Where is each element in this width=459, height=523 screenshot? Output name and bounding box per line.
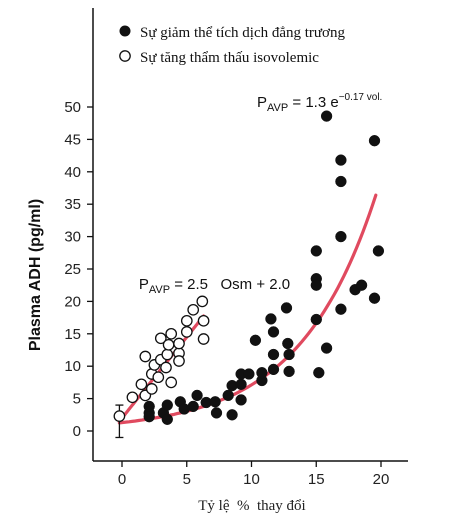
y-tick-label: 20 (64, 293, 81, 310)
point-isovolemic (152, 371, 165, 384)
point-isotonic (368, 135, 381, 147)
point-isotonic (310, 313, 322, 326)
x-tick-label: 5 (183, 471, 191, 488)
point-isotonic (267, 326, 280, 338)
y-tick-label: 25 (64, 261, 81, 278)
y-ticks: 0 5 10 15 20 25 30 35 40 45 50 (64, 99, 93, 440)
point-isotonic (209, 396, 221, 408)
equation-exponential: PAVP = 1.3 e−0.17 vol. (257, 92, 382, 114)
point-isovolemic (165, 376, 178, 389)
y-tick-label: 35 (64, 196, 81, 213)
point-isovolemic (135, 378, 148, 391)
y-tick-label: 0 (73, 423, 81, 440)
point-isotonic (267, 363, 280, 376)
point-isotonic (226, 409, 238, 421)
legend-label-isotonic: Sự giảm thể tích dịch đẳng trương (140, 25, 345, 41)
y-axis-label: Plasma ADH (pg/ml) (27, 199, 44, 351)
point-isotonic (210, 407, 223, 419)
y-tick-label: 50 (64, 99, 81, 116)
point-isovolemic (196, 295, 209, 308)
point-isotonic (320, 342, 333, 354)
point-isotonic (283, 348, 295, 361)
eq-exp-sup: −0.17 vol. (339, 92, 383, 103)
point-isovolemic (197, 314, 210, 327)
point-isovolemic (173, 337, 185, 350)
x-axis-label: Tỷ lệ % thay đổi (198, 498, 305, 514)
eq-lin-body: = 2.5 Osm + 2.0 (170, 276, 290, 293)
point-isotonic (335, 154, 347, 166)
y-tick-label: 30 (64, 229, 81, 246)
y-tick-label: 40 (64, 164, 81, 181)
x-ticks: 0 5 10 15 20 (118, 461, 390, 488)
point-isotonic (256, 367, 268, 379)
point-isovolemic (162, 338, 175, 351)
point-isovolemic (145, 383, 158, 395)
point-isotonic (283, 365, 295, 378)
point-isovolemic (197, 333, 210, 345)
point-isotonic (372, 245, 385, 257)
y-tick-label: 45 (64, 131, 81, 148)
point-isotonic (265, 313, 277, 325)
eq-exp-body: = 1.3 e (288, 94, 338, 111)
point-isotonic (191, 389, 203, 402)
point-isovolemic (126, 391, 139, 404)
point-isotonic (310, 279, 322, 291)
y-tick-label: 10 (64, 358, 81, 375)
point-isotonic (368, 292, 381, 304)
point-isovolemic (113, 410, 126, 422)
point-isovolemic (180, 314, 193, 327)
point-isotonic (143, 411, 155, 423)
point-isotonic (235, 378, 247, 390)
y-tick-label: 15 (64, 326, 81, 343)
legend: Sự giảm thể tích dịch đẳng trương Sự tăn… (119, 25, 345, 66)
point-isovolemic (161, 348, 174, 361)
point-isotonic (320, 110, 333, 122)
point-isotonic (335, 303, 347, 315)
point-isotonic (280, 302, 293, 314)
point-isotonic (161, 413, 173, 425)
point-isotonic (143, 400, 155, 413)
point-isovolemic (154, 332, 167, 345)
point-isovolemic (165, 327, 178, 340)
point-isotonic (235, 394, 247, 406)
eq-lin-sub: AVP (149, 284, 170, 296)
point-isotonic (335, 230, 347, 243)
point-isovolemic (160, 361, 172, 374)
legend-filled-marker (119, 25, 131, 37)
legend-label-isovolemic: Sự tăng thẩm thấu isovolemic (140, 50, 319, 66)
eq-exp-sub: AVP (267, 102, 288, 114)
eq-lin-p: P (139, 276, 149, 293)
point-isovolemic (187, 303, 200, 316)
x-tick-label: 15 (308, 471, 325, 488)
point-isotonic (187, 400, 199, 413)
eq-exp-p: P (257, 94, 267, 111)
equation-linear: PAVP = 2.5 Osm + 2.0 (118, 276, 303, 296)
point-isotonic (355, 279, 368, 291)
point-isotonic (313, 367, 325, 379)
point-isovolemic (180, 326, 193, 338)
data-points (113, 110, 385, 425)
y-tick-label: 5 (73, 391, 81, 408)
point-isovolemic (139, 350, 152, 363)
point-isotonic (243, 368, 255, 380)
point-isotonic (249, 334, 262, 346)
point-isotonic (335, 175, 347, 188)
legend-open-marker (119, 50, 131, 62)
point-isovolemic (173, 355, 185, 367)
x-tick-label: 10 (243, 471, 260, 488)
x-tick-label: 0 (118, 471, 126, 488)
point-isotonic (222, 389, 234, 402)
point-isotonic (310, 245, 322, 257)
point-isotonic (282, 337, 294, 350)
point-isotonic (161, 399, 173, 411)
x-tick-label: 20 (373, 471, 390, 488)
point-isotonic (267, 348, 280, 361)
